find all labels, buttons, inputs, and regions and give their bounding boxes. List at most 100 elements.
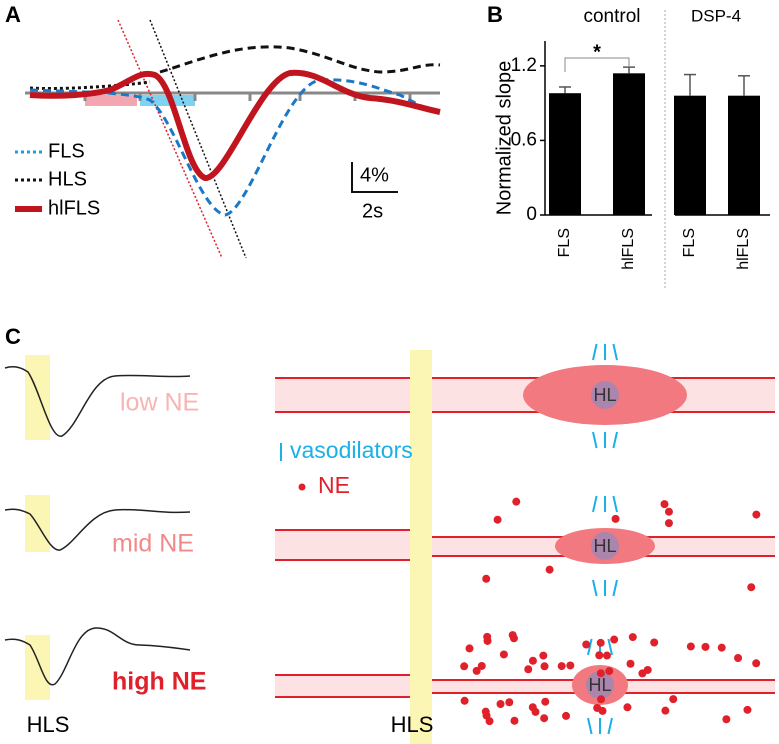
- ne-dot: [717, 643, 726, 652]
- hl-site: [591, 532, 619, 560]
- stim-bar: [140, 95, 195, 106]
- ne-dot: [483, 636, 492, 645]
- ne-dot: [485, 717, 494, 726]
- scale-bar: [351, 162, 398, 193]
- ne-dot: [686, 642, 695, 651]
- ne-dot: [752, 659, 761, 668]
- trace: [4, 627, 191, 686]
- significance-bracket: [564, 57, 630, 72]
- ne-dot: [747, 583, 756, 592]
- arrow: [587, 638, 593, 656]
- stim-label: HLS: [391, 712, 434, 737]
- ne-dot: [557, 662, 566, 671]
- x-tick-label: FLS: [681, 228, 698, 257]
- ne-dot: [481, 707, 490, 716]
- ne-dot: [605, 667, 614, 676]
- ne-dot: [701, 642, 710, 651]
- trace-label: mid NE: [112, 530, 194, 558]
- group-label: control: [583, 6, 640, 27]
- ne-dot: [661, 706, 670, 715]
- x-tick-label: hlFLS: [620, 228, 637, 270]
- y-tick-label: 0: [526, 204, 537, 225]
- arrow: [607, 638, 613, 656]
- ne-dot: [460, 696, 469, 705]
- site-label: HL: [588, 675, 611, 695]
- stim-label: HLS: [27, 712, 70, 737]
- bar: [728, 95, 760, 215]
- legend-label: vasodilators: [290, 437, 413, 463]
- bar: [674, 95, 706, 215]
- slope-line: [149, 19, 247, 259]
- arrow: [612, 495, 618, 513]
- ne-dot: [595, 651, 604, 660]
- trace-label: low NE: [120, 389, 199, 417]
- x-tick-label: FLS: [556, 228, 573, 257]
- ne-dot: [664, 519, 673, 528]
- ne-dot: [582, 640, 591, 649]
- ne-dot: [482, 574, 491, 583]
- legend-label: FLS: [48, 140, 85, 162]
- hl-site: [591, 381, 619, 409]
- y-axis-title: Normalized slope: [493, 61, 515, 216]
- scale-label: 2s: [362, 200, 383, 222]
- panel-label: C: [5, 324, 21, 349]
- vasodilator-arrows: [587, 343, 618, 735]
- hls-trace: [159, 45, 441, 74]
- ne-dot: [540, 662, 549, 671]
- ne-dot: [465, 644, 474, 653]
- ne-dot: [512, 497, 521, 506]
- ne-dot: [596, 669, 605, 678]
- ne-dot: [743, 705, 752, 714]
- panel-b: B Normalized slope 0 0.6 1.2 control DSP-4 FLS h…: [487, 2, 770, 290]
- slope-line: [117, 19, 223, 259]
- y-tick-label: 1.2: [511, 55, 537, 76]
- bar: [613, 73, 645, 215]
- legend-dot: [298, 483, 306, 491]
- stim-window: [25, 355, 50, 440]
- ne-dot: [472, 666, 481, 675]
- panel-c: [4, 343, 775, 744]
- ne-dot: [460, 662, 469, 671]
- significance: *: [593, 41, 601, 63]
- stim-bar: [410, 350, 432, 744]
- arrow: [592, 431, 598, 449]
- ne-dot: [528, 703, 537, 712]
- ne-dot: [626, 659, 635, 668]
- ne-dot: [734, 654, 743, 663]
- group-label: DSP-4: [691, 6, 741, 25]
- ne-dot: [596, 638, 605, 647]
- ne-dot: [528, 656, 537, 665]
- hlfls-trace: [29, 69, 441, 181]
- ne-dot: [623, 703, 632, 712]
- site-label: HL: [593, 385, 616, 405]
- legend-label: HLS: [48, 168, 87, 190]
- panel-a-traces: [15, 19, 441, 259]
- stim-bar: [85, 95, 137, 106]
- ne-dot: [611, 514, 620, 523]
- arrow: [592, 495, 598, 513]
- arrow: [607, 717, 613, 735]
- ne-dot: [539, 651, 548, 660]
- ne-dot: [650, 638, 659, 647]
- ne-dot: [602, 651, 611, 660]
- ne-dot: [562, 711, 571, 720]
- scale-label: 4%: [360, 164, 389, 186]
- arrow: [612, 431, 618, 449]
- legend-label: hlFLS: [48, 197, 100, 219]
- ne-dot: [597, 695, 606, 704]
- ne-dot: [499, 650, 508, 659]
- ne-dot: [722, 715, 731, 724]
- trace: [4, 366, 191, 437]
- x-tick-label: hlFLS: [735, 228, 752, 270]
- ne-dot: [638, 669, 647, 678]
- ne-dot: [669, 695, 678, 704]
- ne-dot: [540, 714, 549, 723]
- arrow: [592, 343, 598, 361]
- ne-dot: [505, 698, 514, 707]
- arrow: [592, 579, 598, 597]
- ne-dot: [628, 633, 637, 642]
- arrow: [612, 579, 618, 597]
- fls-trace: [29, 78, 441, 217]
- ne-dot: [477, 661, 486, 670]
